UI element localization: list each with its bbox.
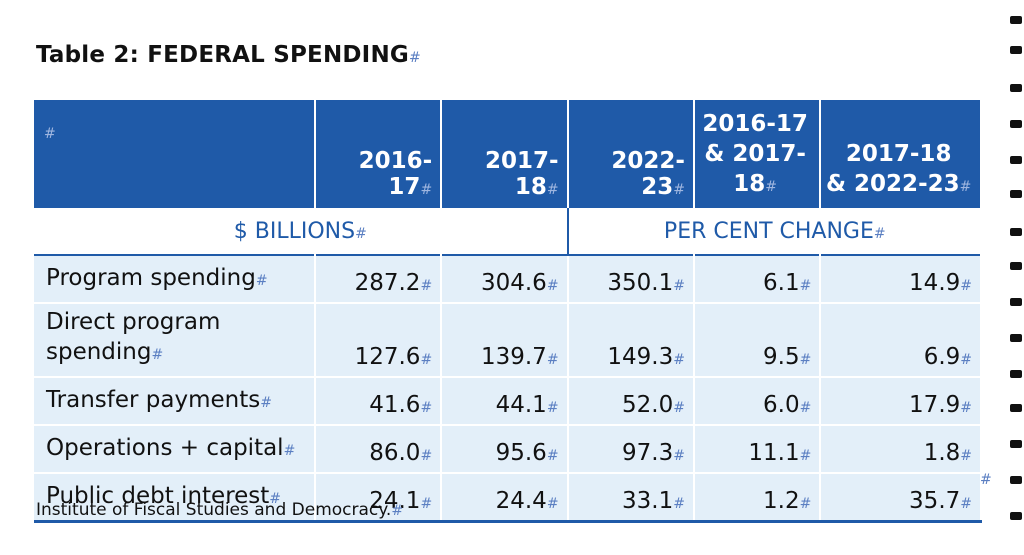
cell: 17.9# bbox=[820, 376, 982, 425]
table-row: Transfer payments# 41.6# 44.1# 52.0# 6.0… bbox=[34, 376, 982, 425]
header-col-2017-18: 2017-18# bbox=[441, 100, 569, 208]
table-title: Table 2: FEDERAL SPENDING# bbox=[36, 42, 421, 68]
header-col-2022-23: 2022-23# bbox=[567, 100, 695, 208]
cell: 86.0# bbox=[314, 424, 443, 473]
row-label: Program spending# bbox=[34, 254, 316, 303]
cell: 52.0# bbox=[567, 376, 695, 425]
table-row: Public debt interest# 24.1# 24.4# 33.1# … bbox=[34, 472, 982, 523]
source-note: Institute of Fiscal Studies and Democrac… bbox=[36, 500, 404, 520]
subheader-billions: $ BILLIONS# bbox=[34, 208, 568, 255]
cell: 6.1# bbox=[693, 254, 822, 303]
subheader-percent-change: PER CENT CHANGE# bbox=[566, 208, 981, 255]
cell: 1.8# bbox=[820, 424, 982, 473]
row-label: Public debt interest# bbox=[34, 472, 316, 523]
cell: 6.9# bbox=[820, 302, 982, 377]
table-row: Operations + capital# 86.0# 95.6# 97.3# … bbox=[34, 424, 982, 473]
table-row: Direct program spending# 127.6# 139.7# 14… bbox=[34, 302, 982, 377]
cell: 127.6# bbox=[314, 302, 443, 377]
header-change-2: 2017-18 & 2022-23# bbox=[820, 100, 982, 208]
header-change-1: 2016-17 & 2017-18# bbox=[693, 100, 822, 208]
cell: 33.1# bbox=[567, 472, 695, 523]
table-row: Program spending# 287.2# 304.6# 350.1# 6… bbox=[34, 254, 982, 303]
row-label: Direct program spending# bbox=[34, 302, 316, 377]
cell: 97.3# bbox=[567, 424, 695, 473]
cell: 24.1# bbox=[314, 472, 443, 523]
cell: 44.1# bbox=[441, 376, 569, 425]
paragraph-mark-icon: # bbox=[408, 50, 421, 66]
header-corner: # bbox=[34, 100, 316, 208]
cell: 95.6# bbox=[441, 424, 569, 473]
row-label: Operations + capital# bbox=[34, 424, 316, 473]
cell: 9.5# bbox=[693, 302, 822, 377]
cell: 1.2# bbox=[693, 472, 822, 523]
table-end-mark: # bbox=[980, 472, 992, 488]
row-label: Transfer payments# bbox=[34, 376, 316, 425]
cell: 304.6# bbox=[441, 254, 569, 303]
cell: 14.9# bbox=[820, 254, 982, 303]
cell: 149.3# bbox=[567, 302, 695, 377]
cell: 11.1# bbox=[693, 424, 822, 473]
federal-spending-table: # 2016-17# 2017-18# 2022-23# 2016-17 & 20… bbox=[34, 100, 982, 523]
cell: 24.4# bbox=[441, 472, 569, 523]
cell: 287.2# bbox=[314, 254, 443, 303]
cell: 6.0# bbox=[693, 376, 822, 425]
cell: 139.7# bbox=[441, 302, 569, 377]
header-col-2016-17: 2016-17# bbox=[314, 100, 443, 208]
cell: 35.7# bbox=[820, 472, 982, 523]
cell: 41.6# bbox=[314, 376, 443, 425]
cropped-text-edge bbox=[1010, 0, 1024, 555]
cell: 350.1# bbox=[567, 254, 695, 303]
